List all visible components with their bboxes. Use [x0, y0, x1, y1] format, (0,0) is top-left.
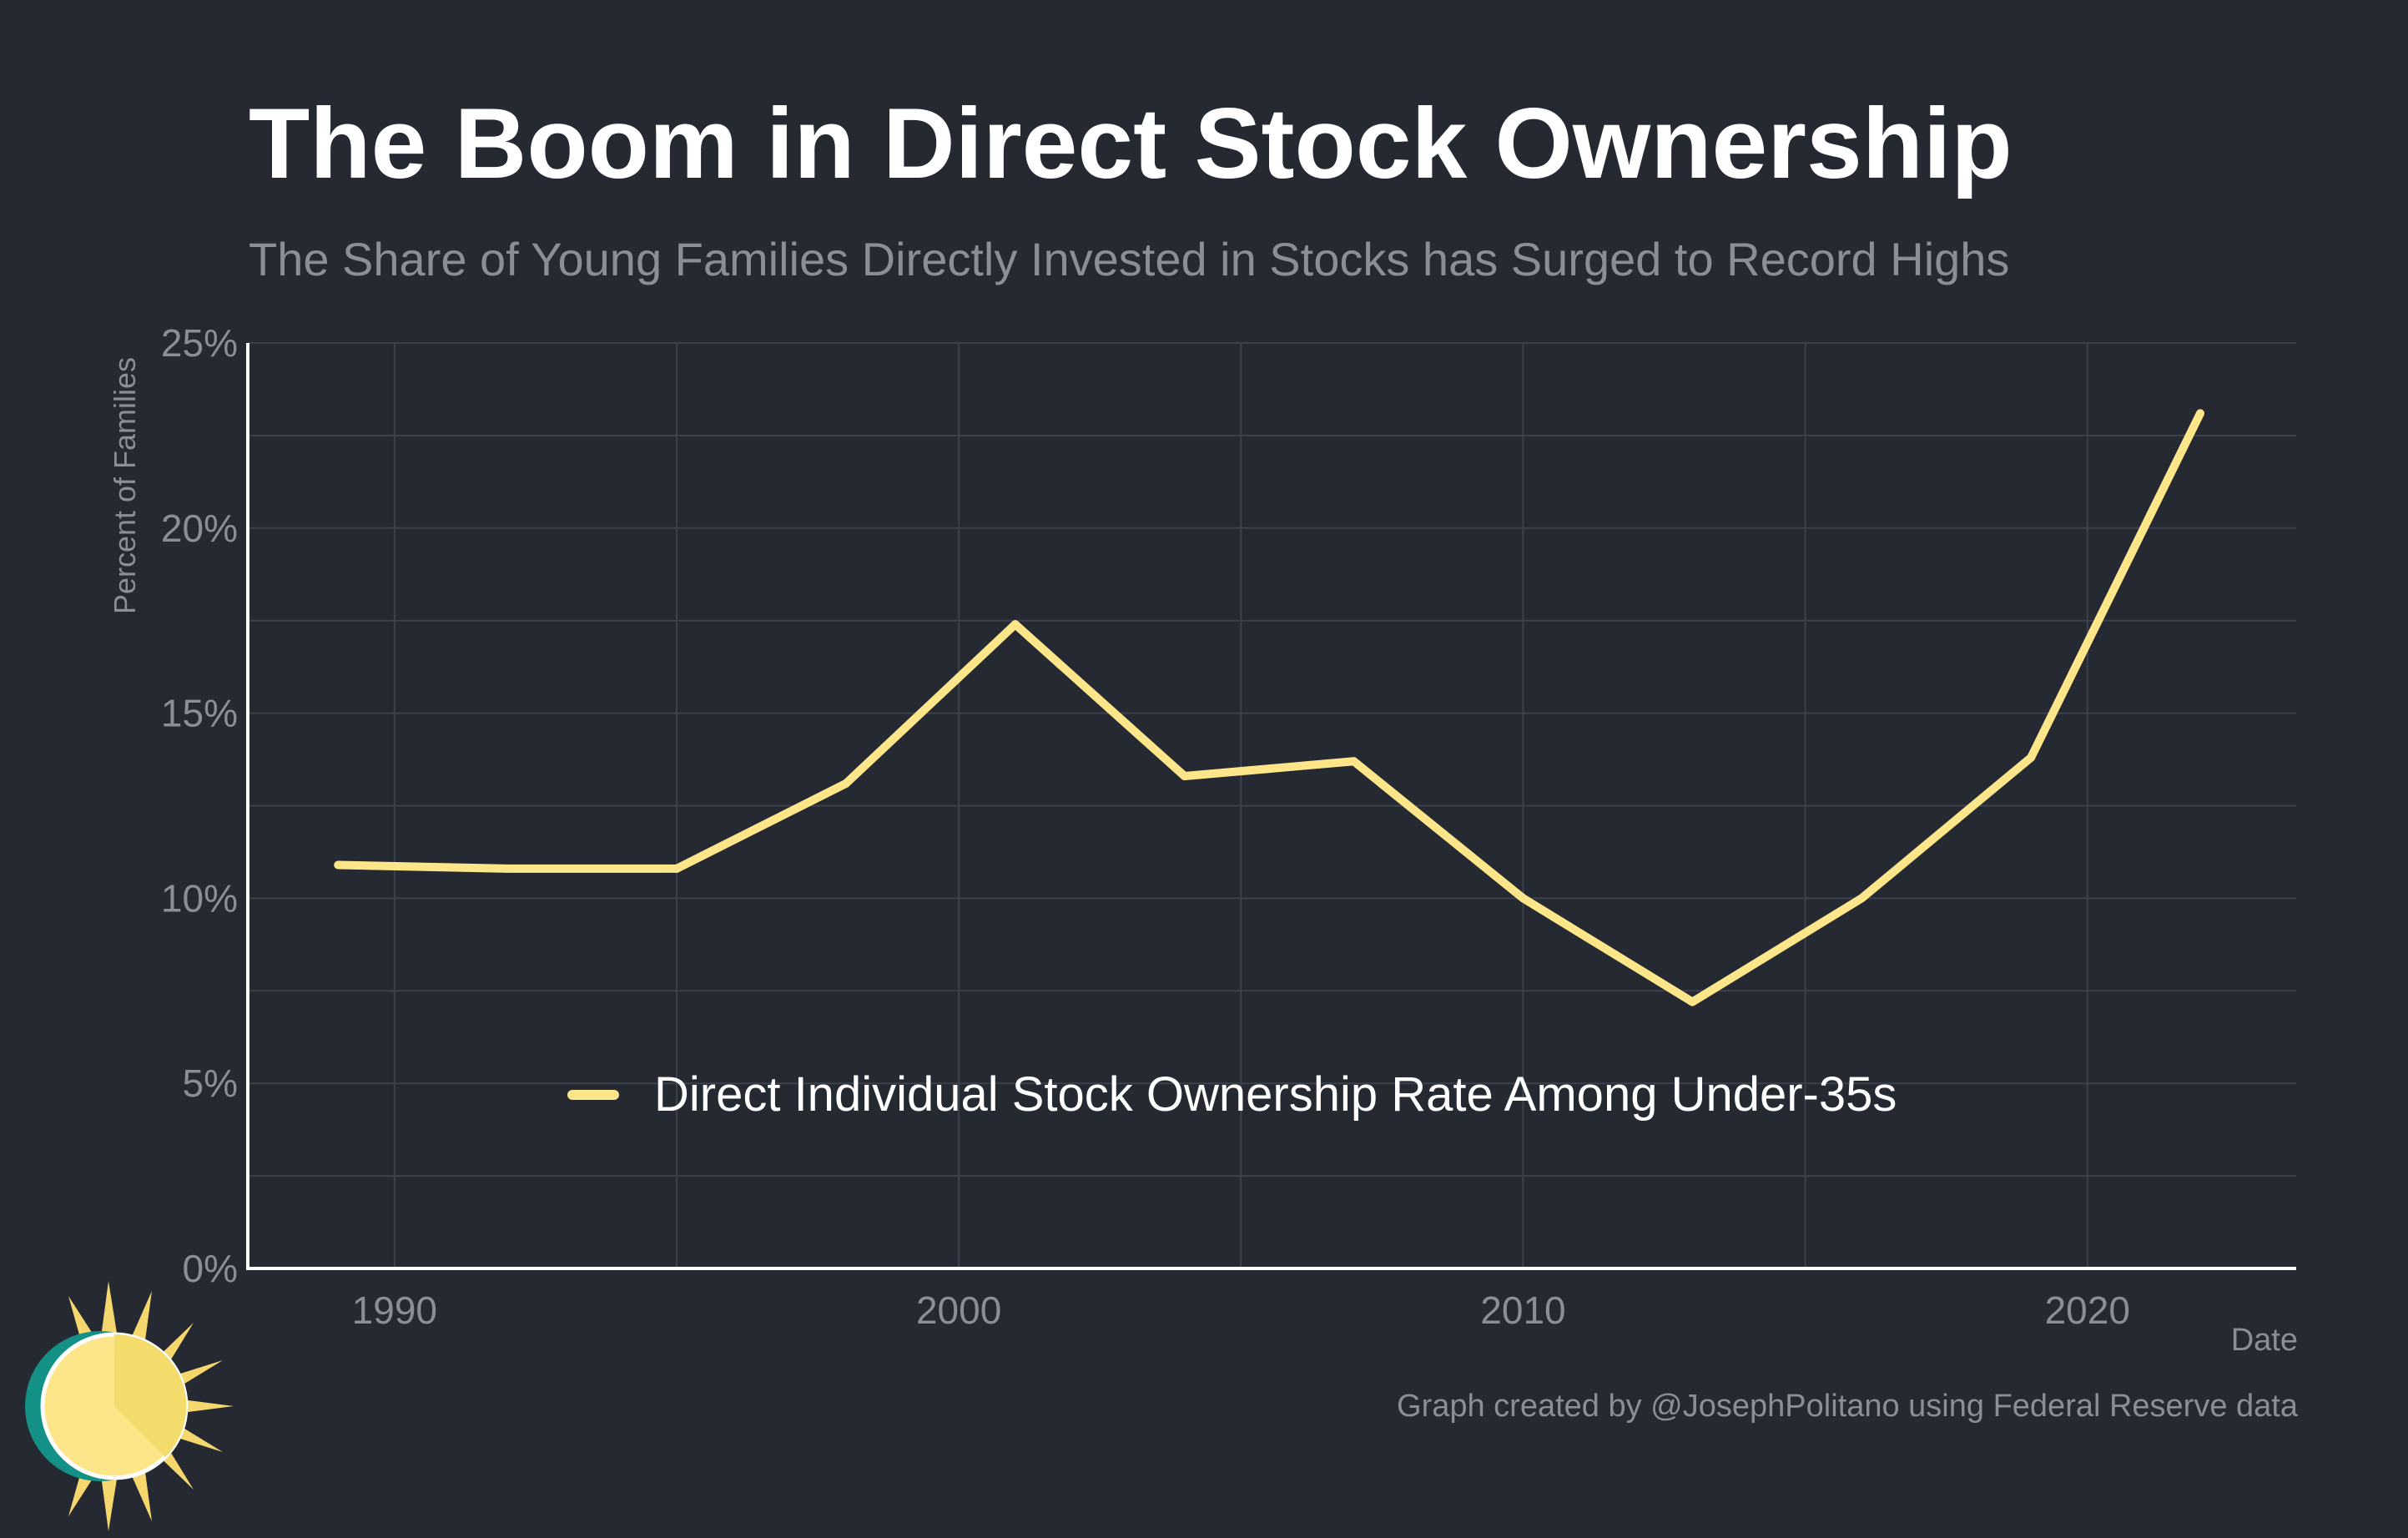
x-axis-label: Date: [2230, 1323, 2298, 1358]
series-line: [338, 411, 2204, 1006]
y-tick-label: 10%: [161, 876, 238, 920]
legend-swatch: [567, 1089, 619, 1100]
x-tick-label: 2010: [1480, 1288, 1565, 1332]
data-point: [1180, 772, 1189, 781]
data-point: [334, 860, 343, 870]
y-tick-label: 20%: [161, 507, 238, 550]
data-point: [1519, 894, 1528, 903]
data-point: [672, 864, 681, 873]
legend: Direct Individual Stock Ownership Rate A…: [567, 1067, 1897, 1122]
y-tick-label: 0%: [183, 1247, 238, 1290]
data-point: [2027, 753, 2036, 762]
data-point: [503, 864, 512, 873]
y-tick-label: 5%: [183, 1061, 238, 1105]
x-tick-label: 2020: [2045, 1288, 2130, 1332]
data-point: [841, 779, 850, 788]
y-axis-label: Percent of Families: [108, 356, 143, 615]
chart-title: The Boom in Direct Stock Ownership: [249, 88, 2013, 199]
data-point: [1349, 757, 1358, 766]
y-tick-label: 25%: [161, 321, 238, 365]
y-tick-label: 15%: [161, 692, 238, 735]
x-tick-label: 2000: [916, 1288, 1001, 1332]
data-point: [2196, 409, 2205, 418]
x-tick-label: 1990: [352, 1288, 437, 1332]
data-point: [1857, 894, 1866, 903]
sun-logo-icon: [18, 1281, 235, 1535]
data-point: [1010, 620, 1020, 629]
chart-subtitle: The Share of Young Families Directly Inv…: [249, 233, 2010, 285]
legend-label: Direct Individual Stock Ownership Rate A…: [654, 1067, 1897, 1122]
source-credit: Graph created by @JosephPolitano using F…: [1397, 1389, 2298, 1424]
data-point: [1688, 997, 1697, 1006]
